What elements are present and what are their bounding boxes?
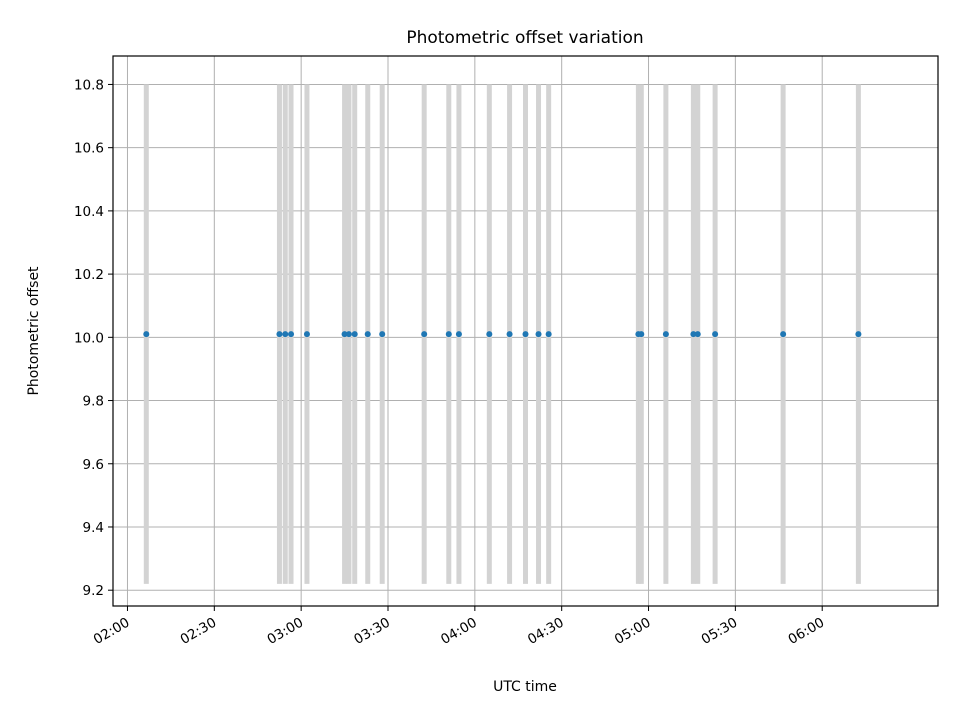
data-point — [288, 331, 295, 338]
y-axis-label: Photometric offset — [26, 266, 42, 396]
data-point — [345, 331, 352, 338]
y-tick-label: 9.4 — [83, 520, 104, 536]
data-point — [379, 331, 386, 338]
data-point — [638, 331, 645, 338]
data-point — [455, 331, 462, 338]
data-point — [341, 331, 348, 338]
y-tick-label: 10.6 — [74, 141, 104, 157]
data-point — [690, 331, 697, 338]
data-point — [351, 331, 358, 338]
y-tick-label: 10.8 — [74, 77, 104, 93]
data-point — [662, 331, 669, 338]
data-point — [364, 331, 371, 338]
data-point — [545, 331, 552, 338]
y-ticks: 9.2 9.4 9.6 9.8 10.0 10.2 10.4 10.6 10.8 — [74, 77, 113, 599]
y-tick-label: 9.8 — [83, 394, 104, 410]
chart-title: Photometric offset variation — [406, 28, 643, 48]
data-point — [522, 331, 529, 338]
data-point — [855, 331, 862, 338]
data-point — [780, 331, 787, 338]
y-tick-label: 10.2 — [74, 267, 104, 283]
data-point — [282, 331, 289, 338]
data-points — [143, 331, 862, 338]
data-point — [421, 331, 428, 338]
data-point — [276, 331, 283, 338]
y-tick-label: 10.4 — [74, 204, 104, 220]
y-tick-label: 9.2 — [83, 583, 104, 599]
y-tick-label: 10.0 — [74, 330, 104, 346]
data-point — [303, 331, 310, 338]
data-point — [143, 331, 150, 338]
x-axis-label: UTC time — [493, 679, 557, 695]
data-point — [445, 331, 452, 338]
data-point — [506, 331, 513, 338]
plot-frame — [112, 55, 939, 607]
data-point — [694, 331, 701, 338]
y-tick-label: 9.6 — [83, 457, 104, 473]
data-point — [486, 331, 493, 338]
data-point — [535, 331, 542, 338]
data-point — [712, 331, 719, 338]
